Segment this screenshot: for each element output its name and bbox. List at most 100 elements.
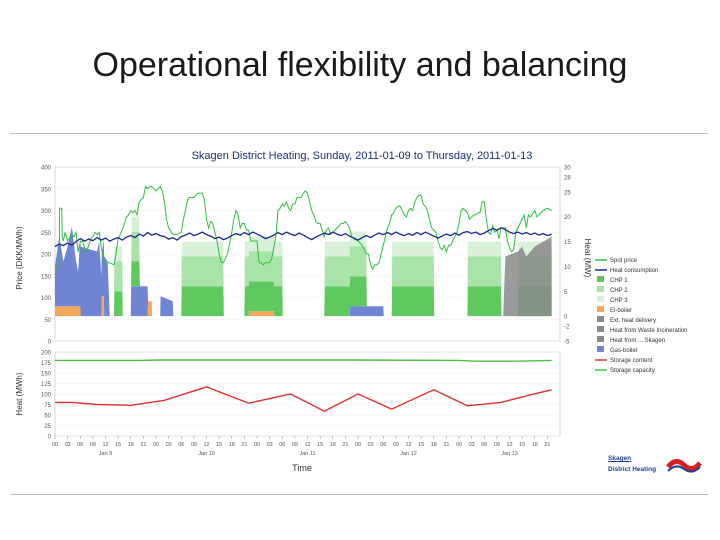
legend-swatch bbox=[597, 286, 604, 292]
time-tick-label: 18 bbox=[532, 442, 538, 448]
legend-label: Gas-boiler bbox=[610, 348, 638, 354]
legend-label: Ext. heat delivery bbox=[610, 318, 656, 324]
time-tick-label: 00 bbox=[52, 442, 58, 448]
area-chp-1 bbox=[55, 226, 552, 317]
time-tick-label: 00 bbox=[456, 442, 462, 448]
heat-mw-tick-label: 28 bbox=[564, 175, 571, 181]
price-tick-label: 0 bbox=[48, 340, 52, 346]
heat-mw-tick-label: 25 bbox=[564, 190, 571, 196]
top-rule bbox=[10, 133, 708, 134]
time-tick-label: 09 bbox=[292, 442, 298, 448]
time-tick-label: 12 bbox=[102, 442, 108, 448]
heat-mw-tick-label: 20 bbox=[564, 215, 571, 221]
legend-swatch bbox=[597, 336, 604, 342]
line-storage-content bbox=[55, 386, 552, 412]
time-tick-label: 15 bbox=[418, 442, 424, 448]
date-label: Jan 13 bbox=[501, 451, 518, 457]
legend-swatch bbox=[597, 306, 604, 312]
time-tick-label: 03 bbox=[469, 442, 475, 448]
price-tick-label: 100 bbox=[41, 296, 52, 302]
time-tick-label: 15 bbox=[519, 442, 525, 448]
legend-label: Heat from Waste Incineration bbox=[610, 328, 687, 334]
storage-tick-label: 75 bbox=[44, 403, 51, 409]
time-tick-label: 12 bbox=[203, 442, 209, 448]
heat-mw-tick-label: 30 bbox=[564, 166, 571, 172]
time-tick-label: 00 bbox=[153, 442, 159, 448]
price-tick-label: 150 bbox=[41, 274, 52, 280]
price-tick-label: 350 bbox=[41, 187, 52, 193]
storage-tick-label: 125 bbox=[41, 382, 52, 388]
time-tick-label: 15 bbox=[216, 442, 222, 448]
line-heat-consumption bbox=[54, 226, 552, 248]
time-tick-label: 03 bbox=[166, 442, 172, 448]
heat-mw-tick-label: 5 bbox=[564, 290, 568, 296]
price-tick-label: 200 bbox=[41, 253, 52, 259]
time-tick-label: 18 bbox=[431, 442, 437, 448]
legend-label: Heat from ... Skagen bbox=[610, 338, 665, 344]
date-label: Jan 10 bbox=[198, 451, 215, 457]
chart-svg: Skagen District Heating, Sunday, 2011-01… bbox=[15, 150, 687, 473]
legend-swatch bbox=[597, 296, 604, 302]
heat-mw-tick-label: -5 bbox=[564, 340, 570, 346]
time-tick-label: 06 bbox=[279, 442, 285, 448]
time-tick-label: 12 bbox=[506, 442, 512, 448]
ylabel-heat-mwh: Heat (MWh) bbox=[15, 372, 24, 415]
storage-tick-label: 200 bbox=[41, 351, 52, 357]
legend: Spot price Heat consumption CHP 1 CHP 2 CHP … bbox=[595, 258, 687, 374]
legend-label: CHP 1 bbox=[610, 278, 628, 284]
time-tick-label: 03 bbox=[368, 442, 374, 448]
slide-title: Operational flexibility and balancing bbox=[92, 46, 628, 84]
time-tick-label: 18 bbox=[330, 442, 336, 448]
legend-swatch bbox=[597, 276, 604, 282]
legend-label: CHP 3 bbox=[610, 298, 628, 304]
time-tick-label: 12 bbox=[304, 442, 310, 448]
legend-label: Heat consumption bbox=[610, 268, 658, 274]
time-tick-label: 21 bbox=[140, 442, 146, 448]
price-tick-label: 250 bbox=[41, 231, 52, 237]
storage-tick-label: 0 bbox=[48, 435, 52, 441]
storage-tick-label: 175 bbox=[41, 361, 52, 367]
legend-label: Storage capacity bbox=[610, 368, 655, 374]
logo-mark-icon bbox=[666, 459, 702, 473]
storage-tick-label: 100 bbox=[41, 393, 52, 399]
time-tick-label: 03 bbox=[65, 442, 71, 448]
time-tick-label: 21 bbox=[544, 442, 550, 448]
time-tick-label: 15 bbox=[317, 442, 323, 448]
time-tick-label: 18 bbox=[128, 442, 134, 448]
legend-swatch bbox=[597, 316, 604, 322]
date-label: Jan 12 bbox=[400, 451, 417, 457]
legend-label: Storage content bbox=[610, 358, 653, 364]
logo-line1: Skagen bbox=[608, 455, 632, 462]
heat-mw-tick-label: 15 bbox=[564, 240, 571, 246]
date-label: Jan 9 bbox=[99, 451, 112, 457]
time-tick-label: 21 bbox=[342, 442, 348, 448]
legend-swatch bbox=[597, 346, 604, 352]
storage-tick-label: 25 bbox=[44, 424, 51, 430]
price-tick-label: 300 bbox=[41, 209, 52, 215]
time-tick-label: 09 bbox=[90, 442, 96, 448]
skagen-logo: Skagen District Heating bbox=[608, 455, 708, 481]
top-plot: 40035030025020015010050030282520151050-2… bbox=[41, 166, 571, 346]
legend-label: CHP 2 bbox=[610, 288, 628, 294]
time-tick-label: 21 bbox=[443, 442, 449, 448]
time-tick-label: 03 bbox=[267, 442, 273, 448]
time-tick-label: 00 bbox=[355, 442, 361, 448]
xlabel-time: Time bbox=[292, 463, 312, 473]
logo-line2: District Heating bbox=[608, 466, 657, 473]
heat-mw-tick-label: 0 bbox=[564, 315, 568, 321]
ylabel-heat-mw: Heat (MW) bbox=[583, 239, 592, 278]
time-tick-label: 15 bbox=[115, 442, 121, 448]
time-tick-label: 09 bbox=[494, 442, 500, 448]
legend-label: Spot price bbox=[610, 258, 638, 264]
legend-label: El-boiler bbox=[610, 308, 632, 314]
ylabel-price: Price (DKK/MWh) bbox=[15, 226, 24, 289]
price-tick-label: 50 bbox=[44, 318, 51, 324]
heat-mw-tick-label: -2 bbox=[564, 325, 570, 331]
line-spot-price bbox=[55, 185, 552, 271]
time-tick-label: 00 bbox=[254, 442, 260, 448]
time-tick-label: 06 bbox=[380, 442, 386, 448]
heat-mw-tick-label: 10 bbox=[564, 265, 571, 271]
area-ext-heat-delivery bbox=[501, 236, 552, 317]
time-tick-label: 21 bbox=[241, 442, 247, 448]
time-tick-label: 06 bbox=[178, 442, 184, 448]
